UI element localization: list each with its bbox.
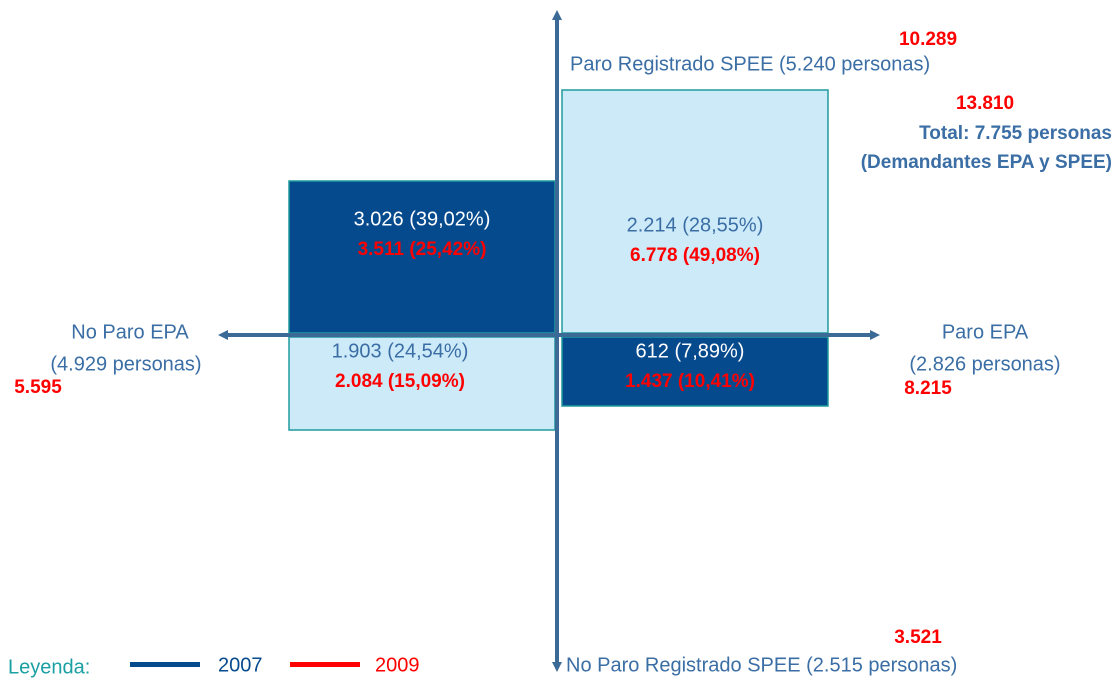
- box-top-left: [288, 180, 556, 334]
- top-axis-label: Paro Registrado SPEE (5.240 personas): [570, 53, 930, 75]
- legend: Leyenda: 2007 2009: [8, 654, 420, 678]
- legend-item-2007: 2007: [218, 654, 263, 676]
- left-value-2009: 5.595: [14, 377, 62, 398]
- box-top-right: [561, 89, 829, 334]
- right-axis-count: (2.826 personas): [909, 353, 1060, 375]
- bottom-axis-label: No Paro Registrado SPEE (2.515 personas): [566, 654, 957, 676]
- left-axis-label: No Paro EPA: [71, 321, 189, 343]
- bottom-left-2007: 1.903 (24,54%): [332, 340, 469, 362]
- axes: [218, 10, 880, 672]
- legend-swatch-2009: [290, 662, 360, 667]
- bottom-value-2009: 3.521: [894, 627, 942, 648]
- total-value-2009: 13.810: [956, 93, 1014, 114]
- top-right-2007: 2.214 (28,55%): [627, 214, 764, 236]
- box-bottom-right: [561, 336, 829, 407]
- legend-swatch-2007: [130, 662, 200, 667]
- bottom-right-2009: 1.437 (10,41%): [625, 371, 755, 392]
- bottom-right-2007: 612 (7,89%): [636, 340, 745, 362]
- right-axis-label: Paro EPA: [942, 321, 1029, 343]
- top-left-2007: 3.026 (39,02%): [354, 208, 491, 230]
- bottom-left-2009: 2.084 (15,09%): [335, 371, 465, 392]
- left-axis-count: (4.929 personas): [50, 353, 201, 375]
- legend-item-2009: 2009: [375, 654, 420, 676]
- legend-title: Leyenda:: [8, 656, 90, 678]
- right-value-2009: 8.215: [904, 378, 952, 399]
- total-sublabel: (Demandantes EPA y SPEE): [861, 152, 1112, 173]
- total-label: Total: 7.755 personas: [919, 123, 1112, 144]
- top-right-2009: 6.778 (49,08%): [630, 245, 760, 266]
- top-left-2009: 3.511 (25,42%): [358, 239, 487, 260]
- top-value-2009: 10.289: [899, 29, 957, 50]
